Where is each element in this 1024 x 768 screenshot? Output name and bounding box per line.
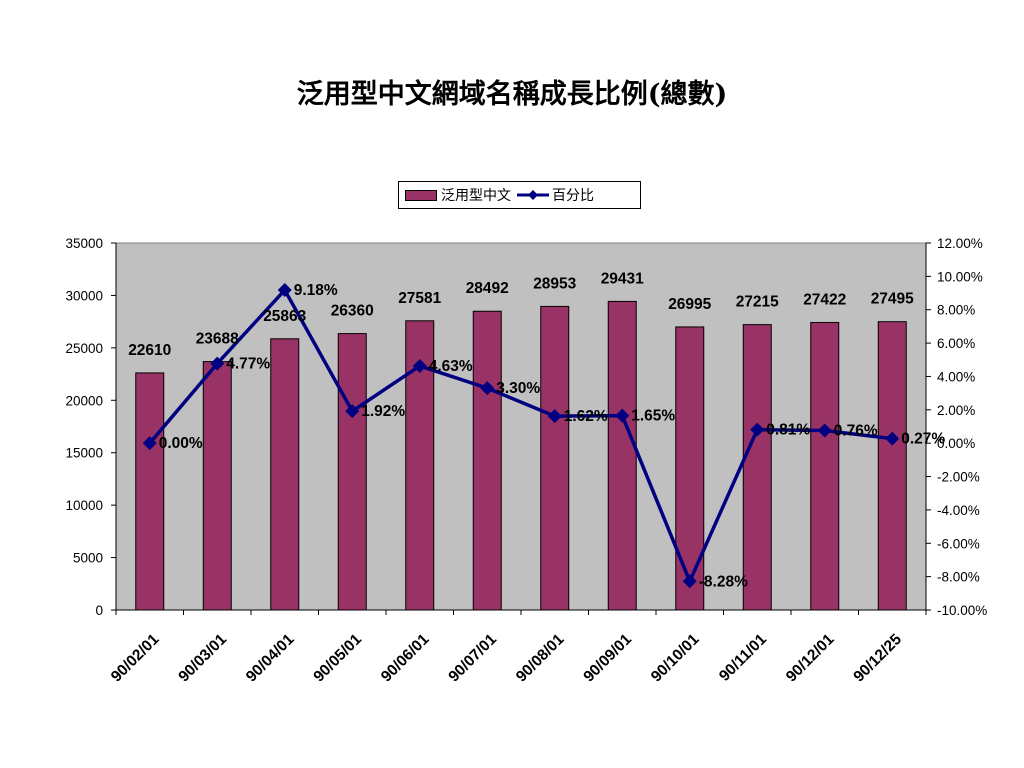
x-tick-label: 90/07/01: [445, 631, 500, 686]
y-left-tick-label: 35000: [65, 236, 103, 251]
bar-value-label: 22610: [128, 342, 171, 359]
percent-value-label: 1.92%: [361, 403, 405, 420]
bar-value-label: 29431: [601, 270, 644, 287]
x-tick-label: 90/03/01: [175, 631, 230, 686]
bar-value-label: 27215: [736, 294, 779, 311]
x-tick-label: 90/02/01: [108, 631, 163, 686]
y-right-tick-label: 6.00%: [937, 336, 975, 351]
y-left-tick-label: 20000: [65, 393, 103, 408]
percent-value-label: 4.77%: [226, 356, 270, 373]
percent-value-label: 3.30%: [496, 380, 540, 397]
percent-value-label: 0.76%: [834, 423, 878, 440]
y-right-tick-label: -6.00%: [937, 536, 980, 551]
y-left-tick-label: 10000: [65, 498, 103, 513]
x-tick-label: 90/11/01: [716, 631, 770, 685]
percent-marker: [817, 423, 832, 438]
percent-value-label: 9.18%: [294, 282, 338, 299]
labels-layer: 22610 23688 25863 26360 27581 28492 28953 29431…: [128, 270, 945, 590]
bar-value-label: 27495: [871, 291, 914, 308]
percent-marker: [682, 574, 697, 589]
bar: [742, 324, 772, 611]
plot-area: [115, 242, 927, 611]
legend-item-bar: 泛用型中文: [405, 185, 511, 205]
y-right-tick-label: 12.00%: [937, 236, 983, 251]
bar-value-label: 28953: [533, 275, 576, 292]
bar: [877, 321, 907, 611]
percent-value-label: 0.00%: [159, 435, 203, 452]
line-layer: [142, 283, 900, 589]
y-right-tick-label: 10.00%: [937, 269, 983, 284]
y-right-tick-label: -8.00%: [937, 570, 980, 585]
y-left-tick-label: 5000: [73, 551, 103, 566]
bar: [135, 372, 165, 611]
chart-title: 泛用型中文網域名稱成長比例(總數): [296, 79, 728, 110]
y-left-tick-label: 15000: [65, 446, 103, 461]
percent-marker: [547, 409, 562, 424]
x-tick-label: 90/04/01: [243, 631, 298, 686]
bar-value-label: 27422: [803, 291, 846, 308]
bar-value-label: 26360: [331, 303, 374, 320]
percent-marker: [345, 404, 360, 419]
legend-bar-swatch: [405, 189, 437, 201]
percent-marker: [885, 431, 900, 446]
x-tick-label: 90/12/01: [783, 631, 838, 686]
y-left-tick-label: 30000: [65, 288, 103, 303]
y-left-tick-label: 0: [95, 603, 103, 618]
bar: [270, 338, 300, 611]
x-tick-label: 90/05/01: [310, 631, 365, 686]
bar: [675, 326, 705, 611]
percent-line: [148, 288, 893, 584]
percent-value-label: 1.62%: [564, 408, 608, 425]
y-left-tick-label: 25000: [65, 341, 103, 356]
bar-value-label: 26995: [668, 296, 711, 313]
percent-value-label: 4.63%: [429, 358, 473, 375]
bar: [337, 333, 367, 611]
percent-marker: [480, 381, 495, 396]
bar: [607, 300, 637, 611]
percent-marker: [210, 356, 225, 371]
bar: [472, 310, 502, 611]
percent-value-label: 0.81%: [766, 422, 810, 439]
bar: [810, 321, 840, 611]
legend-item-line: 百分比: [517, 185, 594, 205]
y-right-tick-label: -4.00%: [937, 503, 980, 518]
bar-value-label: 25863: [263, 308, 306, 325]
percent-marker: [412, 358, 427, 373]
x-tick-label: 90/09/01: [580, 631, 635, 686]
percent-value-label: 1.65%: [631, 408, 675, 425]
x-tick-label: 90/12/25: [850, 631, 905, 686]
y-right-tick-label: 4.00%: [937, 369, 975, 384]
y-right-tick-label: 8.00%: [937, 303, 975, 318]
percent-marker: [142, 436, 157, 451]
legend-bar-label: 泛用型中文: [441, 188, 511, 204]
percent-value-label: 0.27%: [901, 431, 945, 448]
x-tick-label: 90/08/01: [513, 631, 568, 686]
percent-marker: [277, 283, 292, 298]
x-tick-label: 90/10/01: [648, 631, 703, 686]
bar: [202, 361, 232, 611]
legend-line-label: 百分比: [552, 188, 594, 204]
percent-marker: [615, 408, 630, 423]
legend: 泛用型中文 百分比: [398, 181, 641, 209]
bar: [540, 305, 570, 611]
x-tick-label: 90/06/01: [378, 631, 433, 686]
percent-value-label: -8.28%: [699, 573, 748, 590]
bar-value-label: 27581: [398, 290, 441, 307]
y-right-tick-label: 0.00%: [937, 436, 975, 451]
y-right-tick-label: 2.00%: [937, 403, 975, 418]
legend-line-key-icon: [517, 190, 549, 200]
bar-value-label: 23688: [196, 331, 239, 348]
y-right-tick-label: -2.00%: [937, 470, 980, 485]
percent-marker: [750, 422, 765, 437]
bar-value-label: 28492: [466, 280, 509, 297]
y-right-tick-label: -10.00%: [937, 603, 987, 618]
